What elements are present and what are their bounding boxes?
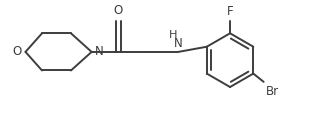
- Text: Br: Br: [266, 85, 279, 98]
- Text: O: O: [12, 45, 21, 58]
- Text: H: H: [169, 30, 178, 40]
- Text: F: F: [227, 5, 233, 18]
- Text: O: O: [114, 4, 123, 17]
- Text: N: N: [95, 45, 104, 58]
- Text: N: N: [174, 37, 183, 50]
